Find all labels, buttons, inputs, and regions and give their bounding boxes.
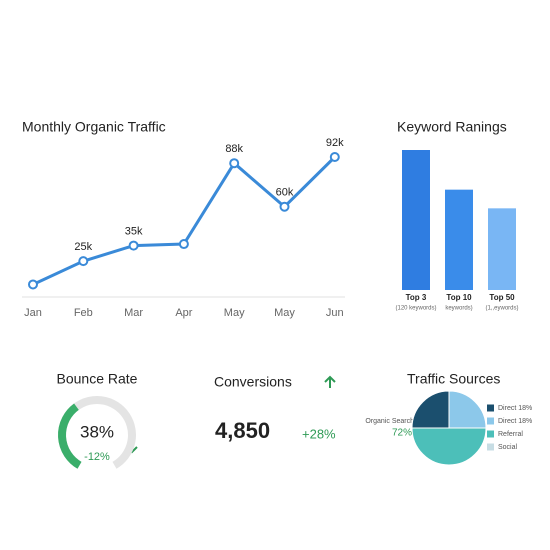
- conversions-change: +28%: [302, 426, 336, 441]
- bounce-value: 38%: [80, 422, 114, 441]
- x-tick-label: May: [274, 307, 295, 319]
- up-arrow: [324, 375, 336, 388]
- bar: [402, 150, 430, 290]
- line-title: Monthly Organic Traffic: [22, 119, 166, 135]
- bar-sublabel: (1,,eywords): [485, 306, 518, 312]
- x-tick-label: Apr: [175, 307, 192, 319]
- bounce-title: Bounce Rate: [57, 371, 138, 387]
- legend-label: Direct 18%: [498, 418, 532, 425]
- pie-title: Traffic Sources: [407, 371, 500, 387]
- pie-annotation-value: 72%: [392, 428, 412, 439]
- bar-sublabel: keywords): [445, 306, 472, 312]
- data-label: 25k: [74, 241, 92, 253]
- x-tick-label: Jan: [24, 307, 42, 319]
- x-tick-label: May: [224, 307, 245, 319]
- point: [78, 256, 89, 267]
- conversions-value: 4,850: [215, 418, 270, 443]
- bar-label: Top 10: [446, 293, 472, 302]
- x-tick-label: Feb: [74, 307, 93, 319]
- legend-swatch: [487, 417, 494, 425]
- data-label: 35k: [125, 226, 143, 238]
- data-label: 60k: [276, 187, 294, 199]
- point: [279, 201, 290, 212]
- bounce-change: -12%: [84, 451, 110, 463]
- legend-swatch: [487, 443, 494, 451]
- x-tick-label: Mar: [124, 307, 143, 319]
- x-tick-label: Jun: [326, 307, 344, 319]
- point: [178, 239, 189, 250]
- data-label: 92k: [326, 137, 344, 149]
- point: [28, 279, 38, 290]
- bar: [488, 208, 516, 290]
- point: [329, 152, 340, 162]
- data-label: 88k: [225, 143, 243, 155]
- pie-slice: [411, 427, 487, 466]
- legend-label: Social: [498, 444, 518, 451]
- pie-slice: [411, 390, 450, 429]
- bar-label: Top 50: [489, 293, 515, 302]
- bar-title: Keyword Ranings: [397, 119, 507, 135]
- legend-label: Direct 18%: [498, 405, 532, 412]
- pie-slice: [448, 390, 487, 429]
- legend-swatch: [487, 430, 494, 438]
- point: [229, 158, 240, 169]
- pie-annotation: Organic Search: [365, 418, 414, 425]
- bar: [445, 189, 473, 290]
- bar-sublabel: (120 keywords): [395, 306, 436, 312]
- bar-label: Top 3: [406, 293, 427, 302]
- traffic-line: [32, 155, 336, 286]
- legend-swatch: [487, 404, 494, 412]
- gauge-fill: [58, 403, 82, 469]
- legend-label: Referral: [498, 431, 523, 438]
- point: [128, 240, 139, 251]
- conversions-title: Conversions: [214, 374, 292, 390]
